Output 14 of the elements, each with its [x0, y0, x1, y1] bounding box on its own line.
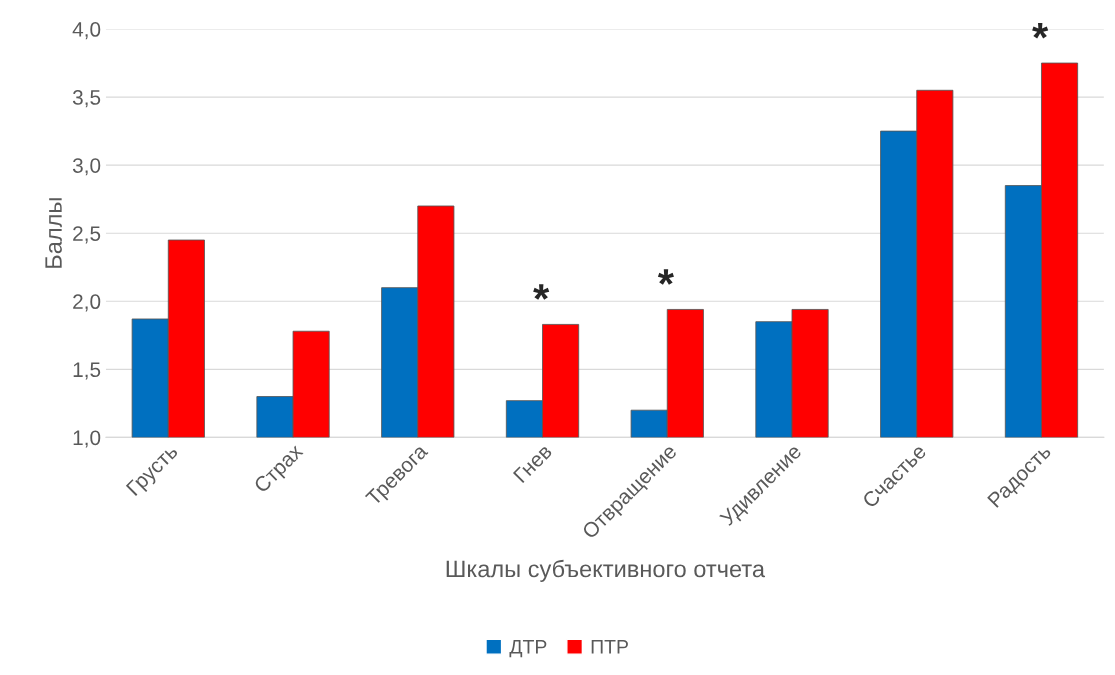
y-tick-label: 4,0	[72, 22, 101, 40]
y-axis-title: Баллы	[45, 198, 62, 268]
y-tick-label: 2,5	[73, 226, 101, 244]
y-tick-label: 1,0	[73, 430, 101, 448]
legend-label: ДТР	[509, 640, 547, 658]
x-axis-title: Шкалы субъективного отчета	[446, 559, 766, 582]
y-tick-label: 1,5	[73, 362, 101, 380]
legend-label: ПТР	[591, 640, 628, 654]
y-tick-label: 2,0	[73, 294, 101, 312]
annotation: *	[657, 269, 674, 285]
annotation: *	[1032, 22, 1049, 39]
annotation: *	[533, 284, 550, 300]
y-tick-label: 3,5	[72, 90, 101, 108]
y-tick-label: 3,0	[72, 158, 101, 176]
